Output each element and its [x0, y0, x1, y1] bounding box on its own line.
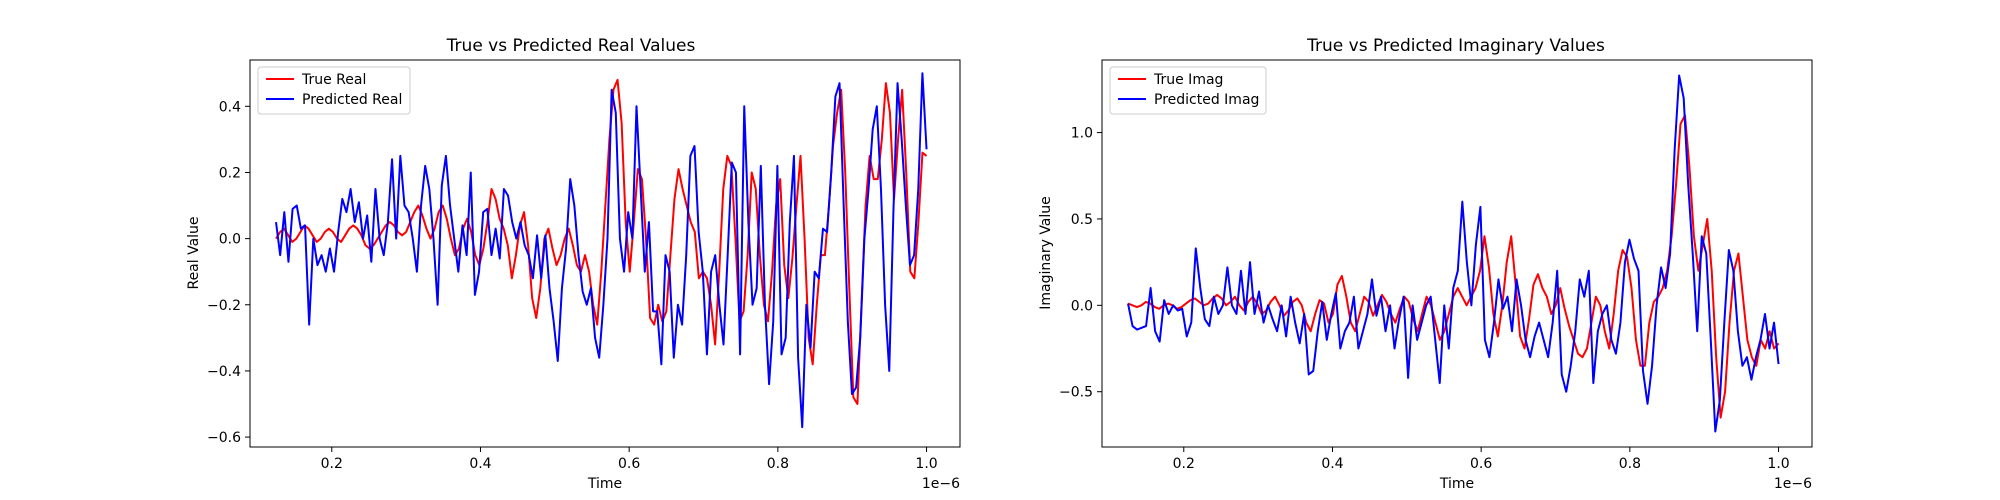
y-tick-label: 0.2 — [219, 165, 241, 181]
y-tick-label: −0.4 — [207, 364, 241, 380]
y-tick-label: 1.0 — [1071, 126, 1093, 142]
y-tick-label: 0.5 — [1071, 212, 1093, 228]
series-line-predicted-imag — [1127, 74, 1780, 433]
x-axis-ticks: 0.2 0.4 0.6 0.8 1.0 — [321, 447, 938, 472]
x-tick-label: 0.6 — [618, 456, 640, 472]
series-lines — [275, 72, 928, 429]
x-tick-label: 0.4 — [469, 456, 491, 472]
legend: True Real Predicted Real — [257, 66, 411, 115]
y-tick-label: 0.0 — [219, 232, 241, 248]
y-axis-label: Imaginary Value — [1038, 196, 1054, 310]
plot-frame — [1101, 59, 1813, 448]
y-axis-ticks: −0.6 −0.4 −0.2 0.0 0.2 0.4 — [207, 99, 250, 446]
y-axis-label: Real Value — [186, 216, 202, 289]
x-tick-label: 0.6 — [1470, 456, 1492, 472]
chart-title: True vs Predicted Imaginary Values — [1306, 36, 1605, 56]
x-axis-offset-label: 1e−6 — [922, 476, 960, 492]
y-tick-label: 0.4 — [219, 99, 241, 115]
x-axis-label: Time — [587, 476, 622, 492]
x-tick-label: 0.2 — [1173, 456, 1195, 472]
x-axis-offset-label: 1e−6 — [1774, 476, 1812, 492]
x-tick-label: 0.8 — [1619, 456, 1641, 472]
legend-label-predicted-imag: Predicted Imag — [1154, 92, 1259, 108]
real-values-chart: True vs Predicted Real Values 0.2 0.4 0.6 0… — [186, 36, 961, 492]
series-line-predicted-real — [275, 72, 928, 429]
y-tick-label: −0.6 — [207, 430, 241, 446]
y-tick-label: −0.2 — [207, 298, 241, 314]
series-lines — [1127, 74, 1780, 433]
x-tick-label: 1.0 — [915, 456, 937, 472]
x-tick-label: 0.8 — [767, 456, 789, 472]
x-tick-label: 0.4 — [1321, 456, 1343, 472]
imaginary-values-chart: True vs Predicted Imaginary Values 0.2 0.… — [1038, 36, 1813, 492]
series-line-true-real — [275, 78, 928, 405]
legend-label-true-imag: True Imag — [1153, 72, 1223, 88]
plot-frame — [249, 59, 961, 448]
legend: True Imag Predicted Imag — [1109, 66, 1267, 115]
x-tick-label: 1.0 — [1767, 456, 1789, 472]
y-axis-ticks: −0.5 0.0 0.5 1.0 — [1059, 126, 1102, 401]
legend-box — [1109, 66, 1267, 115]
x-axis-label: Time — [1439, 476, 1474, 492]
x-tick-label: 0.2 — [321, 456, 343, 472]
series-line-true-imag — [1127, 114, 1780, 419]
y-tick-label: −0.5 — [1059, 385, 1093, 401]
legend-box — [257, 66, 411, 115]
x-axis-ticks: 0.2 0.4 0.6 0.8 1.0 — [1173, 447, 1790, 472]
legend-label-predicted-real: Predicted Real — [302, 92, 402, 108]
legend-label-true-real: True Real — [301, 72, 366, 88]
y-tick-label: 0.0 — [1071, 298, 1093, 314]
chart-title: True vs Predicted Real Values — [446, 36, 696, 56]
